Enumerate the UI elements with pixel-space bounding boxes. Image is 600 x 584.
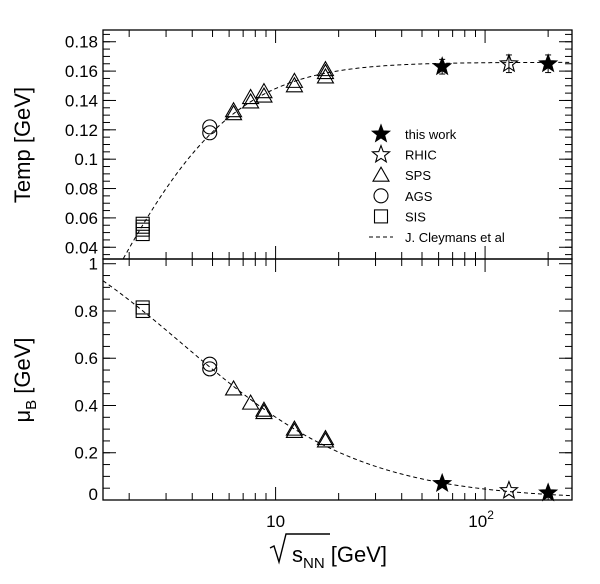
bottom-circle-open-point [202,361,218,377]
legend-star-filled-icon [370,123,392,143]
legend: this work RHIC SPS AGS SIS J. Cleymans et al [369,123,505,245]
legend-entry-label: J. Cleymans et al [405,230,505,245]
top-square-open-point [135,226,150,242]
top-star-filled-point [432,56,453,76]
cleymans-curves [102,61,573,497]
bottom-triangle-open-point [316,431,335,448]
legend-square-open-icon [373,209,389,224]
bottom-y-tick-label: 0 [89,485,98,504]
top-triangle-open-point [285,76,304,93]
bottom-cleymans-curve [102,280,573,497]
legend-entry-label: RHIC [405,148,437,163]
top-square-open-point [135,219,150,234]
bottom-y-tick-label: 0.4 [74,396,98,415]
top-y-tick-label: 0.16 [65,62,98,81]
x-axis-title-text: sNN [GeV] [292,542,387,572]
bottom-y-tick-label: 1 [89,255,98,274]
top-y-tick-label: 0.1 [74,150,98,169]
bottom-triangle-open-point [316,429,335,446]
bottom-triangle-open-point [255,401,273,417]
top-y-tick-label: 0.06 [65,209,98,228]
bottom-circle-open-point [202,356,218,372]
top-triangle-open-point [241,92,260,109]
top-triangle-open-point [316,60,335,77]
x-axis-title: sNN [GeV] [269,533,387,572]
top-triangle-open-point [224,104,243,121]
legend-entry-label: this work [405,127,457,142]
sqrt-sign-icon [269,533,330,565]
top-cleymans-curve [122,61,572,259]
top-triangle-open-point [316,63,335,80]
data-markers [135,53,559,502]
x-tick-label: 102 [468,508,494,531]
bottom-triangle-open-point [241,394,260,410]
bottom-square-open-point [135,303,150,319]
bottom-triangle-open-point [285,422,304,439]
x-tick-label: 10 [266,512,285,531]
bottom-star-open-point [498,479,519,500]
top-star-filled-point [538,53,559,73]
legend-entry-label: SPS [405,168,431,183]
bottom-star-filled-point [432,472,453,493]
bottom-y-tick-label: 0.8 [74,302,98,321]
bottom-y-axis-title: μB [GeV] [10,337,40,422]
legend-entry-label: AGS [405,189,433,204]
bottom-triangle-open-point [285,420,304,436]
legend-triangle-open-icon [372,166,390,182]
bottom-y-tick-label: 0.2 [74,444,98,463]
top-plot-frame [102,29,573,260]
top-triangle-open-point [285,72,304,88]
top-y-tick-label: 0.12 [65,121,98,140]
axis-titles: Temp [GeV] μB [GeV] sNN [GeV] [10,87,387,572]
top-square-open-point [135,216,150,231]
bottom-triangle-open-point [255,403,273,420]
legend-circle-open-icon [373,188,389,204]
bottom-panel-frame [102,258,573,501]
top-triangle-open-point [255,82,273,99]
top-circle-open-point [202,125,218,141]
legend-entry-label: SIS [405,209,426,224]
bottom-plot-frame [102,258,573,501]
top-circle-open-point [202,119,218,135]
axis-ticks: 10 102 0.04 0.06 0.08 0.1 0.12 0.14 0.16 0.18 0 0.2… [65,30,572,531]
top-panel-frame [102,29,573,260]
top-triangle-open-point [241,88,260,105]
top-star-open-point [498,53,519,73]
top-y-tick-label: 0.14 [65,91,98,110]
top-y-tick-label: 0.04 [65,238,98,257]
bottom-y-tick-label: 0.6 [74,349,98,368]
bottom-triangle-open-point [224,379,243,396]
top-triangle-open-point [255,86,273,103]
top-y-axis-title: Temp [GeV] [10,87,35,203]
top-triangle-open-point [224,101,243,118]
top-y-tick-label: 0.18 [65,33,98,52]
top-y-tick-label: 0.08 [65,180,98,199]
legend-star-open-icon [370,144,392,164]
